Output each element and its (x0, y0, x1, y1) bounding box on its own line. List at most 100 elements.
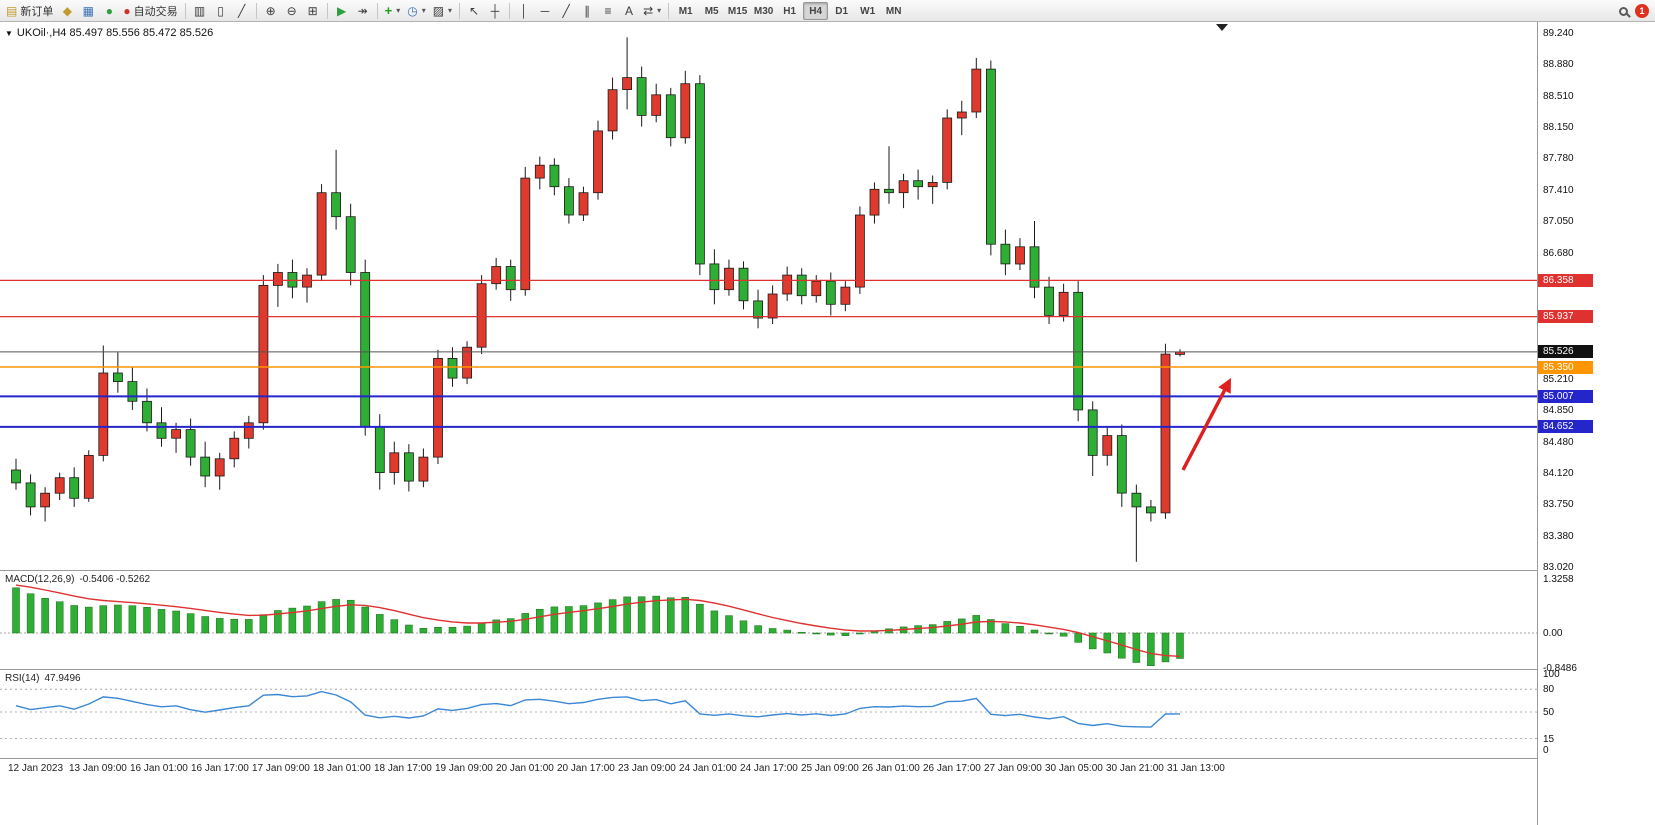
time-axis[interactable]: 12 Jan 2023 13 Jan 09:00 16 Jan 01:00 16 Ja… (0, 759, 1537, 781)
indicators-button[interactable]: + ▾ (382, 1, 404, 20)
time-label: 18 Jan 01:00 (313, 763, 371, 774)
auto-scroll-icon: ▶ (336, 3, 347, 18)
market-watch-button[interactable]: ◆ (57, 1, 77, 20)
price-tick: 83.380 (1543, 531, 1574, 543)
autotrade-icon: ● (123, 3, 131, 18)
fibonacci-icon: ≡ (604, 3, 612, 18)
search-icon[interactable] (1619, 6, 1628, 16)
timeframe-h4[interactable]: H4 (803, 1, 829, 20)
notification-badge[interactable]: 1 (1635, 4, 1649, 18)
zoom-in-button[interactable]: ⊕ (261, 1, 281, 20)
templates-button[interactable]: ▨ ▾ (430, 1, 455, 20)
time-label: 20 Jan 17:00 (557, 763, 615, 774)
chart-region: ▼ UKOil·,H4 85.497 85.556 85.472 85.526 … (0, 22, 1655, 825)
timeframe-d1[interactable]: D1 (835, 5, 849, 17)
candlestick-chart[interactable] (0, 22, 1537, 570)
horizontal-line-button[interactable]: ─ (535, 1, 555, 20)
toolbar-separator (459, 2, 461, 19)
price-tick: 88.510 (1543, 90, 1574, 102)
zoom-in-icon: ⊕ (265, 3, 276, 18)
time-label: 17 Jan 09:00 (252, 763, 310, 774)
tile-windows-button[interactable]: ⊞ (303, 1, 323, 20)
timeframe-m1[interactable]: M1 (678, 5, 693, 17)
line-chart-icon: ╱ (237, 3, 246, 18)
zoom-out-icon: ⊖ (286, 3, 297, 18)
price-tick: 83.020 (1543, 562, 1574, 573)
timeframe-m30[interactable]: M30 (753, 5, 774, 17)
price-tick: 83.750 (1543, 499, 1574, 511)
price-badge: 84.652 (1538, 420, 1593, 434)
horizontal-line-icon: ─ (540, 3, 550, 18)
timeframe-mn[interactable]: MN (885, 5, 902, 17)
timeframe-group: M1 M5 M15 M30 H1 H4 D1 W1 MN (673, 1, 906, 20)
text-tool-button[interactable]: A (619, 1, 639, 20)
main-toolbar: ▤ 新订单 ◆ ▦ ● ● 自动交易 ▥ ▯ ╱ ⊕ ⊖ ⊞ ▶ ↠ + ▾ ◷ ▾… (0, 0, 1655, 22)
chart-title-bar: ▼ UKOil·,H4 85.497 85.556 85.472 85.526 (5, 27, 213, 39)
timeframe-w1[interactable]: W1 (860, 5, 876, 17)
candlestick-chart-icon: ▯ (217, 3, 224, 18)
price-badge: 85.350 (1538, 360, 1593, 374)
time-label: 16 Jan 17:00 (191, 763, 249, 774)
trendline-button[interactable]: ╱ (556, 1, 576, 20)
price-tick: 87.780 (1543, 153, 1574, 165)
price-tick: 85.210 (1543, 374, 1574, 385)
timeframe-m5[interactable]: M5 (704, 5, 719, 17)
timeframe-h1[interactable]: H1 (783, 5, 797, 17)
time-label: 31 Jan 13:00 (1167, 763, 1225, 774)
rsi-scale-tick: 15 (1543, 733, 1555, 745)
time-label: 13 Jan 09:00 (69, 763, 127, 774)
cursor-button[interactable]: ↖ (464, 1, 484, 20)
navigator-button[interactable]: ● (99, 1, 119, 20)
price-badge: 85.007 (1538, 389, 1593, 403)
chevron-down-icon: ▾ (396, 6, 401, 15)
price-tick: 89.240 (1543, 28, 1574, 39)
price-axis[interactable]: 89.240 88.880 88.510 88.150 87.780 87.410 87.0… (1537, 22, 1655, 825)
toolbar-separator (509, 2, 511, 19)
new-order-icon: ▤ (6, 3, 18, 18)
line-chart-button[interactable]: ╱ (232, 1, 252, 20)
vertical-line-icon: │ (520, 3, 528, 18)
navigator-icon: ● (105, 3, 113, 18)
time-label: 18 Jan 17:00 (374, 763, 432, 774)
price-badge: 85.937 (1538, 310, 1593, 324)
new-order-button[interactable]: ▤ 新订单 (3, 1, 56, 20)
chart-shift-button[interactable]: ↠ (353, 1, 373, 20)
rsi-scale-tick: 50 (1543, 707, 1555, 718)
time-label: 26 Jan 01:00 (862, 763, 920, 774)
fibonacci-button[interactable]: ≡ (598, 1, 618, 20)
price-tick: 84.850 (1543, 404, 1574, 416)
price-tick: 87.410 (1543, 185, 1574, 197)
timeframe-m15[interactable]: M15 (727, 5, 748, 17)
chevron-down-icon: ▾ (657, 6, 662, 15)
price-tick: 88.880 (1543, 58, 1574, 70)
candlestick-chart-button[interactable]: ▯ (211, 1, 231, 20)
bar-chart-button[interactable]: ▥ (190, 1, 210, 20)
rsi-panel[interactable]: RSI(14) 47.9496 (0, 670, 1537, 759)
toolbar-separator (255, 2, 257, 19)
market-watch-icon: ◆ (62, 3, 72, 18)
zoom-out-button[interactable]: ⊖ (282, 1, 302, 20)
price-chart-panel[interactable]: ▼ UKOil·,H4 85.497 85.556 85.472 85.526 (0, 22, 1537, 571)
auto-scroll-button[interactable]: ▶ (332, 1, 352, 20)
channel-button[interactable]: ∥ (577, 1, 597, 20)
macd-values: -0.5406 -0.5262 (79, 574, 151, 585)
arrows-tool-button[interactable]: ⇄ ▾ (640, 1, 664, 20)
collapse-triangle-icon[interactable]: ▼ (5, 28, 13, 38)
new-order-label: 新订单 (20, 5, 54, 18)
crosshair-button[interactable]: ┼ (485, 1, 505, 20)
macd-scale-tick: 1.3258 (1543, 574, 1574, 585)
periods-button[interactable]: ◷ ▾ (404, 1, 429, 20)
data-window-button[interactable]: ▦ (78, 1, 98, 20)
price-tick: 86.680 (1543, 247, 1574, 259)
vertical-line-button[interactable]: │ (514, 1, 534, 20)
toolbar-separator (184, 2, 186, 19)
rsi-chart[interactable] (0, 670, 1537, 758)
time-label: 16 Jan 01:00 (130, 763, 188, 774)
autotrade-button[interactable]: ● 自动交易 (120, 1, 180, 20)
macd-chart[interactable] (0, 571, 1537, 669)
time-label: 30 Jan 05:00 (1045, 763, 1103, 774)
macd-panel[interactable]: MACD(12,26,9) -0.5406 -0.5262 (0, 571, 1537, 670)
time-label: 12 Jan 2023 (8, 763, 64, 774)
chart-title: UKOil·,H4 85.497 85.556 85.472 85.526 (16, 27, 214, 39)
text-tool-icon: A (625, 3, 634, 18)
